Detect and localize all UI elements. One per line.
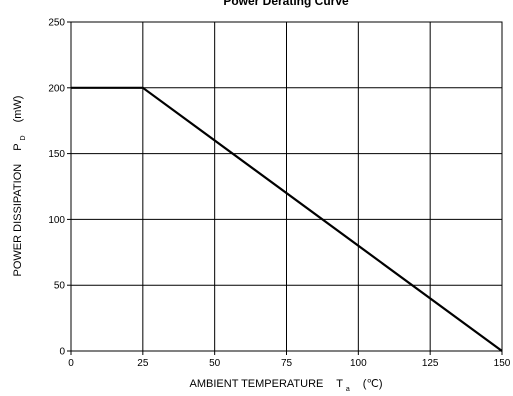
- y-tick-label: 50: [54, 281, 66, 292]
- y-axis-label-subscript: D: [20, 135, 27, 140]
- x-tick-label: 25: [137, 358, 149, 369]
- y-tick-label: 0: [59, 347, 65, 358]
- x-tick-label: 125: [422, 358, 439, 369]
- x-axis-label-main: AMBIENT TEMPERATURE: [190, 378, 324, 390]
- y-axis-label-unit: (mW): [12, 96, 24, 123]
- grid-lines: [71, 22, 502, 351]
- x-axis-label-unit: (℃): [363, 378, 383, 390]
- y-axis-label-symbol: P: [12, 144, 24, 151]
- x-axis-label: AMBIENT TEMPERATURE T a (℃): [190, 378, 383, 394]
- chart-title: Power Derating Curve: [223, 0, 349, 8]
- y-tick-label: 100: [48, 215, 65, 226]
- series-layer: [71, 86, 503, 352]
- x-axis-label-subscript: a: [346, 386, 350, 393]
- axis-ticks: 0 25 50 75 100 125 150 0 50 100 150 200 250: [48, 18, 510, 370]
- y-axis-label-main: POWER DISSIPATION: [12, 164, 24, 277]
- y-tick-label: 250: [48, 18, 65, 29]
- y-tick-label: 150: [48, 149, 65, 160]
- x-tick-label: 100: [350, 358, 367, 369]
- y-axis-label: POWER DISSIPATION P D (mW): [12, 96, 28, 277]
- y-tick-label: 200: [48, 83, 65, 94]
- derating-curve-line: [71, 86, 503, 352]
- x-tick-label: 50: [209, 358, 221, 369]
- x-axis-label-symbol: T: [336, 378, 343, 390]
- x-tick-label: 0: [68, 358, 74, 369]
- x-tick-label: 75: [281, 358, 293, 369]
- x-tick-label: 150: [494, 358, 511, 369]
